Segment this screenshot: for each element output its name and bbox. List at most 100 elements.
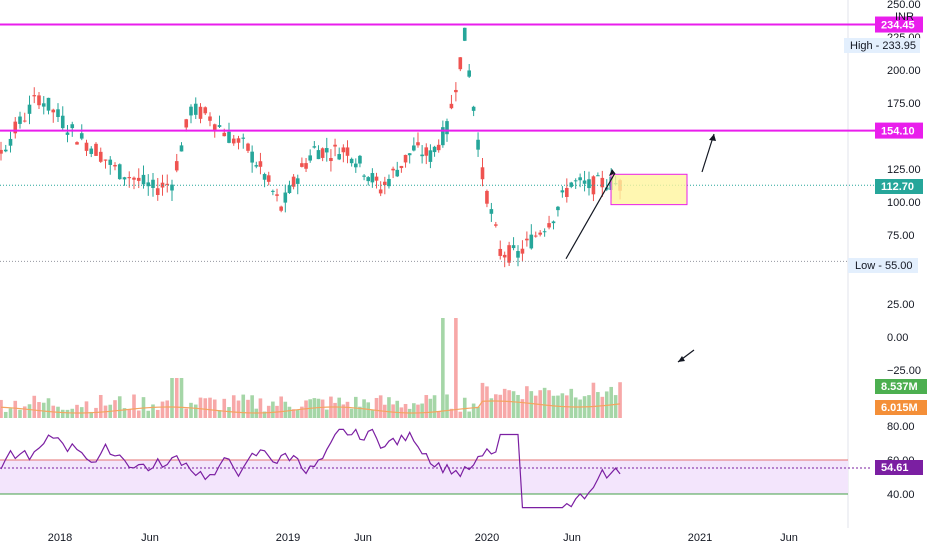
volume-bar	[378, 395, 383, 418]
candle-body	[117, 164, 122, 180]
level-tag-label: 154.10	[881, 126, 915, 138]
candle-body	[136, 177, 141, 181]
candle-body	[217, 125, 222, 127]
volume-bar	[231, 395, 236, 418]
volume-bar	[18, 409, 22, 418]
candle-body	[208, 116, 212, 121]
candle-body	[258, 161, 263, 167]
candle-body	[374, 176, 379, 181]
volume-bar	[424, 395, 429, 418]
candle-body	[46, 97, 51, 111]
candle-body	[353, 163, 358, 168]
candle-body	[600, 177, 605, 188]
time-tick-label: 2018	[48, 532, 72, 544]
rsi-tick-label: 80.00	[887, 421, 915, 433]
rsi-line	[0, 428, 621, 509]
candle-body	[198, 106, 203, 119]
candle-body	[320, 148, 325, 158]
volume-bar	[596, 392, 600, 418]
volume-bar	[391, 404, 395, 418]
volume-bar	[471, 403, 476, 418]
volume-bar	[560, 393, 565, 418]
candle-body	[89, 148, 94, 154]
volume-bar	[520, 399, 525, 418]
volume-bar	[127, 409, 132, 418]
candle-body	[184, 119, 189, 128]
candle-body	[441, 127, 445, 146]
candle-body	[312, 146, 317, 148]
volume-bar	[222, 398, 227, 418]
volume-bar	[250, 395, 254, 418]
rsi-band	[0, 460, 848, 494]
candle-body	[300, 163, 304, 167]
candle-body	[358, 155, 362, 164]
volume-bar	[89, 411, 94, 418]
candle-body	[542, 231, 547, 233]
volume-bar	[122, 408, 127, 418]
candle-body	[533, 235, 538, 237]
volume-bar	[165, 400, 170, 418]
candle-body	[165, 183, 170, 185]
time-axis[interactable]: 2018 Jun 2019 Jun 2020 Jun 2021 Jun	[48, 532, 798, 544]
volume-bar	[416, 404, 420, 418]
volume-bar	[266, 405, 271, 418]
candle-body	[266, 175, 271, 182]
volume-bar	[502, 388, 507, 418]
volume-bar	[604, 391, 609, 418]
rsi-value-tag: 54.61	[881, 462, 909, 474]
volume-bar	[428, 398, 433, 418]
volume-bar	[46, 398, 51, 418]
candle-body	[420, 154, 424, 157]
candle-body	[193, 103, 198, 115]
volume-bar	[445, 394, 449, 418]
volume-bar	[489, 398, 494, 418]
candle-body	[32, 95, 37, 97]
candle-body	[262, 174, 267, 180]
candle-body	[587, 179, 591, 189]
volume-series	[0, 318, 622, 418]
candle-body	[454, 89, 458, 93]
volume-bar	[32, 395, 37, 418]
volume-bar	[151, 404, 155, 418]
candle-body	[271, 190, 275, 192]
candle-body	[349, 158, 354, 164]
candle-body	[520, 248, 525, 254]
candle-body	[399, 165, 404, 169]
candle-body	[246, 143, 250, 151]
candle-body	[333, 144, 337, 147]
volume-bar	[569, 388, 574, 418]
volume-bar	[324, 409, 329, 418]
volume-bar	[458, 411, 463, 418]
volume-bar	[241, 394, 246, 418]
volume-bar	[198, 397, 203, 418]
candle-body	[529, 234, 534, 249]
price-axis[interactable]: 250.00225.00200.00175.00125.00100.0075.0…	[887, 0, 921, 501]
candle-body	[254, 165, 259, 167]
volume-bar	[525, 386, 529, 418]
volume-bar	[193, 404, 198, 418]
candle-body	[295, 178, 300, 184]
candle-body	[383, 181, 387, 186]
volume-bar	[170, 378, 174, 418]
volume-bar	[374, 397, 379, 418]
candle-body	[3, 149, 8, 152]
volume-bar	[117, 396, 122, 418]
volume-bar	[146, 410, 151, 418]
price-tick-label: 250.00	[887, 0, 921, 11]
volume-bar	[432, 395, 437, 418]
candle-body	[122, 177, 127, 180]
volume-bar	[609, 386, 613, 418]
candle-body	[103, 159, 108, 161]
candle-body	[578, 177, 582, 181]
candle-body	[37, 95, 41, 106]
volume-bar	[353, 396, 358, 418]
candle-body	[591, 176, 596, 195]
candle-body	[416, 142, 420, 146]
candle-body	[155, 188, 160, 195]
trend-arrow-line	[565, 172, 616, 260]
horizontal-levels[interactable]: 234.45 154.10	[0, 16, 923, 262]
candle-body	[222, 132, 227, 137]
candle-body	[18, 116, 22, 124]
volume-bar	[271, 401, 275, 418]
